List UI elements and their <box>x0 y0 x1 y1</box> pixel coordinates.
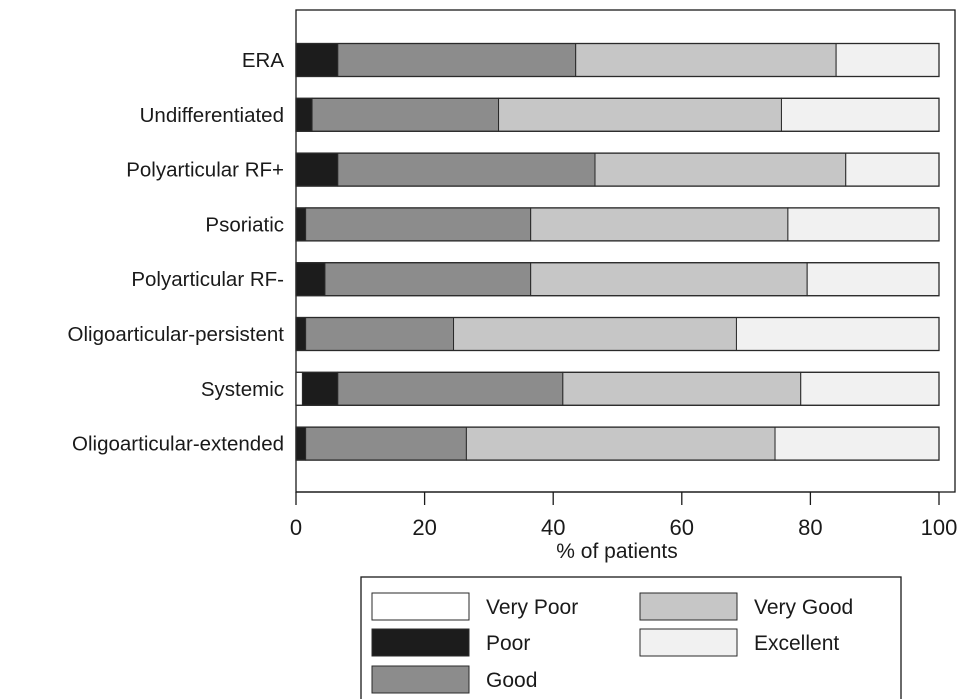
bar-era-very-good <box>575 43 837 77</box>
bar-outline-era <box>295 42 940 78</box>
bar-outline-undifferentiated <box>295 97 940 132</box>
bar-systemic-very-good <box>562 371 802 406</box>
legend-swatch-good <box>371 665 470 694</box>
bar-polyarticular-rf-very-good <box>530 262 808 297</box>
bar-psoriatic-good <box>305 207 532 242</box>
legend: Very Poor Poor Good Very Good Excellent <box>360 576 902 699</box>
bar-polyarticular-rf-good <box>324 262 532 297</box>
bar-polyarticular-rf-poor <box>295 152 339 187</box>
x-tick-label: 60 <box>670 515 694 540</box>
bar-psoriatic-poor <box>295 207 307 242</box>
bar-undifferentiated-poor <box>295 97 313 132</box>
bar-systemic-poor <box>301 371 339 406</box>
bar-oligoarticular-extended-poor <box>295 426 307 461</box>
legend-swatch-very-good <box>639 592 738 621</box>
bar-series-group <box>295 42 940 461</box>
plot-area <box>295 9 956 493</box>
bar-polyarticular-rf-good <box>337 152 596 187</box>
legend-label-good: Good <box>486 669 537 692</box>
bar-undifferentiated-excellent <box>780 97 940 132</box>
legend-label-poor: Poor <box>486 632 530 655</box>
bar-oligoarticular-persistent-poor <box>295 317 307 351</box>
category-label: Psoriatic <box>205 213 284 236</box>
category-label: ERA <box>242 49 284 72</box>
category-label: Polyarticular RF- <box>131 268 284 291</box>
bar-era-poor <box>295 43 339 77</box>
bar-psoriatic-excellent <box>787 207 940 242</box>
legend-swatch-excellent <box>639 628 738 657</box>
bar-outline-oligoarticular-extended <box>295 426 940 461</box>
bar-outline-psoriatic <box>295 207 940 242</box>
bar-oligoarticular-persistent-very-good <box>453 317 737 351</box>
bar-undifferentiated-good <box>311 97 500 132</box>
bar-outline-polyarticular-rf <box>295 152 940 187</box>
bar-era-good <box>337 43 577 77</box>
bar-polyarticular-rf-poor <box>295 262 326 297</box>
x-axis: 0 20 40 60 80 100 <box>290 491 958 540</box>
category-label: Undifferentiated <box>140 104 284 127</box>
bar-outline-oligoarticular-persistent <box>295 316 940 352</box>
bar-oligoarticular-extended-very-good <box>465 426 776 461</box>
legend-swatch-poor <box>371 628 470 657</box>
category-label: Polyarticular RF+ <box>126 159 284 182</box>
bar-outline-systemic <box>295 371 940 406</box>
category-label: Oligoarticular-persistent <box>68 323 285 346</box>
bar-oligoarticular-persistent-good <box>305 317 455 351</box>
bar-oligoarticular-extended-good <box>305 426 467 461</box>
plot-border <box>295 9 956 493</box>
bar-outline-polyarticular-rf <box>295 262 940 297</box>
bar-systemic-excellent <box>800 371 940 406</box>
x-axis-title: % of patients <box>556 540 677 563</box>
bar-era-excellent <box>835 43 940 77</box>
x-tick-label: 0 <box>290 515 302 540</box>
legend-swatch-very-poor <box>371 592 470 621</box>
bar-polyarticular-rf-excellent <box>845 152 940 187</box>
bar-polyarticular-rf-excellent <box>806 262 940 297</box>
category-label: Oligoarticular-extended <box>72 433 284 456</box>
x-tick-label: 80 <box>798 515 822 540</box>
bar-psoriatic-very-good <box>530 207 789 242</box>
legend-label-excellent: Excellent <box>754 632 839 655</box>
x-tick-label: 40 <box>541 515 565 540</box>
bar-undifferentiated-very-good <box>498 97 782 132</box>
bar-oligoarticular-persistent-excellent <box>735 317 940 351</box>
bar-oligoarticular-extended-excellent <box>774 426 940 461</box>
legend-label-very-good: Very Good <box>754 596 853 619</box>
bar-polyarticular-rf-very-good <box>594 152 847 187</box>
category-label: Systemic <box>201 378 284 401</box>
legend-label-very-poor: Very Poor <box>486 596 578 619</box>
x-tick-label: 20 <box>412 515 436 540</box>
x-tick-label: 100 <box>921 515 958 540</box>
bar-systemic-good <box>337 371 564 406</box>
category-labels: ERA Undifferentiated Polyarticular RF+ Psor… <box>68 49 285 456</box>
bar-systemic-very-poor <box>295 371 303 406</box>
